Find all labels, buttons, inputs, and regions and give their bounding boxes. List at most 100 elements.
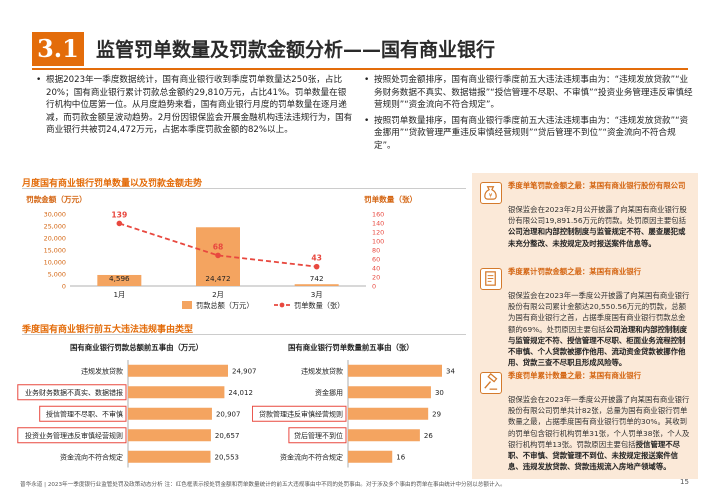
ticket-count-point <box>313 263 320 270</box>
reason-bar <box>128 386 225 399</box>
highlight-title: 季度单笔罚款金额之最：某国有商业银行股份有限公司 <box>508 181 686 190</box>
summary-bullet: 根据2023年一季度数据统计，国有商业银行收到季度罚单数量达250张，占比20%… <box>36 74 354 137</box>
left-tick-label: 20,000 <box>44 235 66 243</box>
right-summary: 按照处罚金额排序，国有商业银行季度前五大违法违规事由为：“违规发放贷款”“业务财… <box>364 74 694 156</box>
left-tick-label: 0 <box>62 283 66 291</box>
right-tick-label: 160 <box>372 211 384 219</box>
ticket-count-point <box>116 220 123 227</box>
reason-bar <box>128 429 211 442</box>
legend-line-label: 罚单数量（张） <box>294 301 344 310</box>
amount-reasons-chart: 国有商业银行罚款总额前五事由（万元） 违规发放贷款 24,907 业务财务数据不真实、… <box>17 343 257 468</box>
bar-data-label: 742 <box>310 274 324 283</box>
category-label: 违规发放贷款 <box>81 366 123 375</box>
category-label: 贷后管理不到位 <box>294 431 343 440</box>
highlight-frame <box>17 384 127 401</box>
bar-data-label: 29 <box>432 410 441 418</box>
right-tick-label: 60 <box>372 256 380 264</box>
left-summary: 根据2023年一季度数据统计，国有商业银行收到季度罚单数量达250张，占比20%… <box>36 74 354 140</box>
ticket-count-point <box>215 252 221 259</box>
reason-bar <box>348 386 431 399</box>
legend-line-marker <box>279 302 285 308</box>
reason-bar <box>128 407 212 420</box>
bar-data-label: 24,472 <box>205 274 230 283</box>
chart-title: 国有商业银行罚款总额前五事由（万元） <box>70 343 203 352</box>
document-icon <box>480 268 502 290</box>
legend-bar-label: 罚款总额（万元） <box>196 301 254 310</box>
category-label: 违规发放贷款 <box>301 366 343 375</box>
header-divider <box>32 68 688 70</box>
monthly-section-title: 月度国有商业银行罚单数量以及罚款金额走势 <box>22 179 203 189</box>
left-tick-label: 30,000 <box>44 211 66 219</box>
bar-fine-total <box>294 284 339 286</box>
bar-data-label: 34 <box>446 367 455 375</box>
highlight-text: 银保监会在2023年2月公开披露了向某国有商业银行股份有限公司19,891.56… <box>508 205 687 248</box>
monthly-chart: 罚款金额（万元） 罚单数量（张） 0 5,000 10,000 15,000 20,000 2… <box>26 194 417 310</box>
bar-fine-total <box>97 274 142 286</box>
bar-data-label: 4,596 <box>109 274 130 283</box>
x-tick-label: 3月 <box>311 290 323 299</box>
x-tick-label: 2月 <box>212 290 224 299</box>
highlight-block-cumulative-fine: 季度累计罚款金额之最：某国有商业银行 银保监会在2023年一季度公开披露了向某国… <box>478 266 692 368</box>
category-label: 贷款管理违反审慎经营规则 <box>259 409 343 418</box>
bar-data-label: 26 <box>424 432 433 440</box>
category-label: 资金流向不符合规定 <box>280 452 343 461</box>
section-divider <box>22 334 466 335</box>
right-tick-label: 40 <box>372 265 380 273</box>
highlight-text: 银保监会在2023年一季度公开披露了向某国有商业银行股份有限公司罚单共计82张，… <box>508 395 690 472</box>
left-tick-label: 15,000 <box>44 247 66 255</box>
reason-bar <box>348 450 393 463</box>
highlight-frame <box>288 427 347 444</box>
highlight-block-single-fine: ¥ 季度单笔罚款金额之最：某国有商业银行股份有限公司 银保监会在2023年2月公… <box>478 180 692 262</box>
money-bag-icon: ¥ <box>480 182 502 204</box>
reason-bar <box>348 429 420 442</box>
x-tick-label: 1月 <box>113 290 125 299</box>
category-label: 授信管理不尽职、不审慎 <box>46 409 123 418</box>
highlight-frame <box>252 405 347 422</box>
ticket-count-label: 68 <box>213 242 224 251</box>
category-label: 资金流向不符合规定 <box>60 452 123 461</box>
chart-title: 国有商业银行罚单数量前五事由（张） <box>288 343 414 352</box>
ticket-count-label: 139 <box>111 210 127 219</box>
reasons-section-title: 季度国有商业银行前五大违法违规事由类型 <box>22 325 194 335</box>
highlight-title: 季度累计罚款金额之最：某国有商业银行 <box>508 267 642 276</box>
footer-note: 普华永道 | 2023年一季度银行业监管处罚及政策动态分析 注：红色框表示按处罚… <box>20 482 506 488</box>
highlights-panel <box>472 173 698 479</box>
highlight-block-ticket-count: 季度罚单累计数量之最：某国有商业银行 银保监会在2023年一季度公开披露了向某国… <box>478 370 692 478</box>
gavel-icon <box>480 372 502 394</box>
bar-data-label: 24,012 <box>228 389 253 397</box>
left-tick-label: 25,000 <box>44 223 66 231</box>
section-divider <box>22 188 466 189</box>
reason-bar <box>348 364 442 377</box>
category-label: 投资业务管理违反审慎经营规则 <box>25 431 123 440</box>
highlight-frame <box>39 405 127 422</box>
ticket-count-line <box>119 222 317 268</box>
bar-data-label: 20,657 <box>215 432 240 440</box>
page-title: 监管罚单数量及罚款金额分析——国有商业银行 <box>96 39 496 61</box>
left-tick-label: 5,000 <box>48 271 66 279</box>
legend-bar-swatch <box>182 301 192 309</box>
reason-bar <box>128 364 228 377</box>
right-tick-label: 140 <box>372 220 384 228</box>
left-axis-title: 罚款金额（万元） <box>26 194 87 204</box>
bar-data-label: 24,907 <box>232 367 257 375</box>
bar-data-label: 16 <box>396 453 405 461</box>
section-number-badge: 3.1 <box>32 32 84 66</box>
right-tick-label: 20 <box>372 274 380 282</box>
summary-bullet: 按照处罚金额排序，国有商业银行季度前五大违法违规事由为：“违规发放贷款”“业务财… <box>364 74 694 112</box>
highlight-text: 银保监会在2023年一季度公开披露了向某国有商业银行股份有限公司累计金额达20,… <box>508 291 690 368</box>
right-tick-label: 80 <box>372 247 380 255</box>
count-reasons-chart: 国有商业银行罚单数量前五事由（张） 违规发放贷款 34 资金挪用 30 贷款管理违反审慎经… <box>252 343 455 468</box>
right-tick-label: 120 <box>372 229 384 237</box>
bar-data-label: 20,907 <box>216 410 241 418</box>
svg-text:¥: ¥ <box>489 193 493 199</box>
right-tick-label: 100 <box>372 238 384 246</box>
highlight-frame <box>17 427 127 444</box>
right-tick-label: 0 <box>372 283 376 291</box>
ticket-count-label: 43 <box>311 254 322 263</box>
left-tick-label: 10,000 <box>44 259 66 267</box>
page-number: 15 <box>680 478 689 486</box>
reason-bar <box>128 450 211 463</box>
category-label: 资金挪用 <box>315 388 343 397</box>
highlight-title: 季度罚单累计数量之最：某国有商业银行 <box>508 371 642 380</box>
category-label: 业务财务数据不真实、数据错报 <box>25 388 123 397</box>
